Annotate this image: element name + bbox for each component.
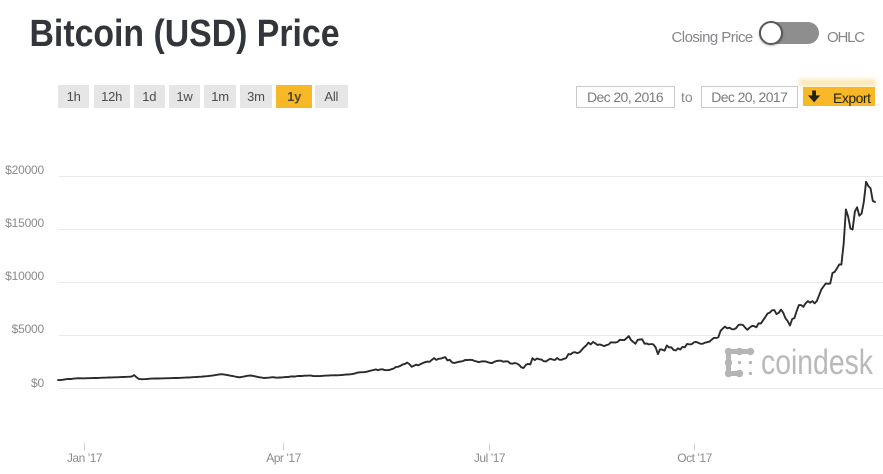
- svg-text:coindesk: coindesk: [761, 343, 873, 382]
- svg-text:Bitcoin (USD) Price: Bitcoin (USD) Price: [30, 13, 340, 55]
